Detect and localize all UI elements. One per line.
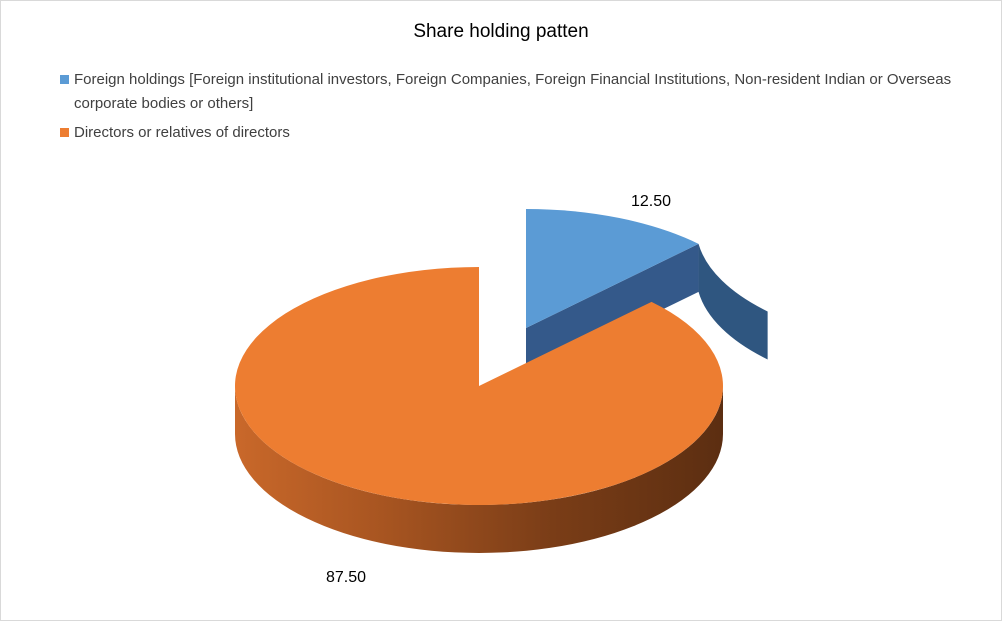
chart-title: Share holding patten bbox=[413, 21, 589, 42]
pie-rim-directors bbox=[235, 386, 723, 553]
legend-swatch-foreign-holdings bbox=[60, 75, 69, 84]
legend-label-foreign-holdings: Foreign holdings [Foreign institutional … bbox=[74, 71, 952, 112]
pie-slice-directors bbox=[235, 267, 724, 506]
legend-swatch-directors bbox=[60, 128, 69, 137]
legend: Foreign holdings [Foreign institutional … bbox=[60, 68, 960, 145]
data-label-directors: 87.50 bbox=[326, 569, 366, 586]
pie-rim-foreign-holdings bbox=[698, 243, 768, 360]
data-label-foreign-holdings: 12.50 bbox=[631, 193, 671, 210]
legend-entry-foreign-holdings: Foreign holdings [Foreign institutional … bbox=[60, 68, 960, 116]
pie-slice-foreign-holdings bbox=[526, 209, 699, 328]
legend-label-directors: Directors or relatives of directors bbox=[74, 124, 290, 141]
legend-entry-directors: Directors or relatives of directors bbox=[60, 121, 960, 145]
